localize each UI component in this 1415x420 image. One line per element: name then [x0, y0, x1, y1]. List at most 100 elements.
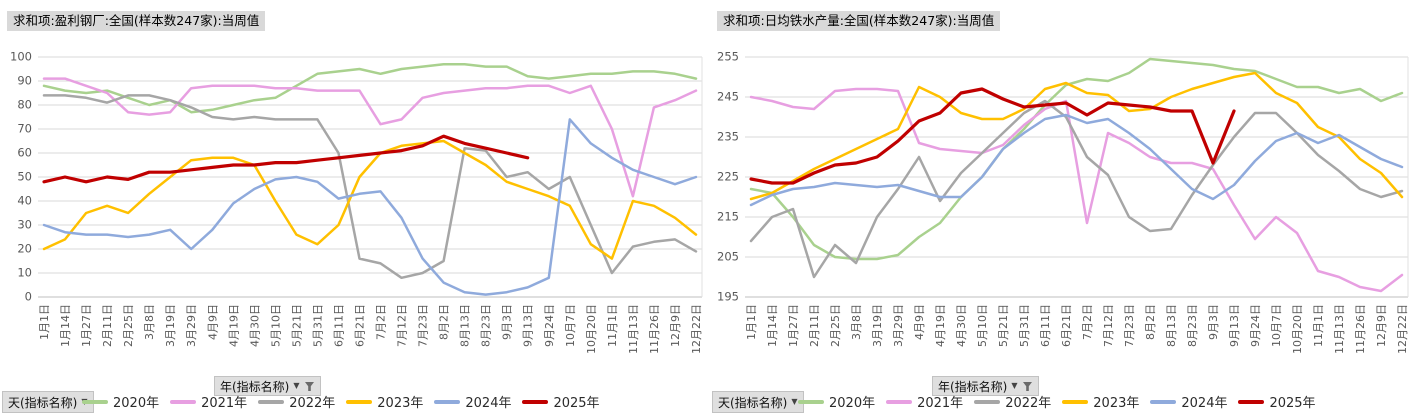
- x-axis-label: 9月13日: [1228, 304, 1241, 347]
- x-axis-label: 1月27日: [80, 304, 93, 347]
- y-axis-label: 235: [717, 130, 739, 144]
- x-axis-label: 9月13日: [522, 304, 535, 347]
- chevron-down-icon: ▼: [791, 397, 798, 406]
- x-axis-label: 9月24日: [543, 304, 556, 347]
- x-axis-label: 7月2日: [1081, 304, 1094, 340]
- x-axis-label: 6月11日: [333, 304, 346, 347]
- series-line-2024年[interactable]: [42, 118, 698, 296]
- legend-swatch: [434, 399, 461, 404]
- x-axis-label: 1月14日: [766, 304, 779, 347]
- legend-item-2022年[interactable]: 2022年: [974, 392, 1051, 411]
- legend-swatch: [974, 399, 1001, 404]
- y-axis-label: 0: [25, 290, 32, 304]
- day-field-label: 天(指标名称): [8, 395, 78, 410]
- legend-item-2023年[interactable]: 2023年: [1062, 392, 1139, 411]
- x-axis-label: 5月21日: [290, 304, 303, 347]
- x-axis-label: 1月1日: [745, 304, 758, 340]
- x-axis-label: 11月1日: [1312, 304, 1325, 347]
- x-axis-label: 4月30日: [248, 304, 261, 347]
- chevron-down-icon: ▼: [1011, 381, 1018, 390]
- x-axis-label: 4月30日: [955, 304, 968, 347]
- x-axis-label: 8月2日: [1144, 304, 1157, 340]
- y-axis-label: 60: [17, 146, 32, 160]
- x-axis-label: 2月25日: [829, 304, 842, 347]
- y-axis-label: 195: [717, 290, 739, 304]
- legend-item-2021年[interactable]: 2021年: [886, 392, 963, 411]
- legend-label: 2025年: [1269, 396, 1316, 411]
- x-axis-label: 3月29日: [185, 304, 198, 347]
- x-axis-label: 3月19日: [164, 304, 177, 347]
- series-line-2021年[interactable]: [749, 87, 1404, 293]
- x-axis-label: 7月23日: [1123, 304, 1136, 347]
- series-line-2025年[interactable]: [42, 134, 530, 184]
- legend-label: 2025年: [553, 396, 600, 411]
- x-axis-label: 3月19日: [871, 304, 884, 347]
- x-axis-label: 6月11日: [1039, 304, 1052, 347]
- series-line-2022年[interactable]: [42, 94, 698, 280]
- series-line-2020年[interactable]: [42, 62, 698, 114]
- legend-item-2020年[interactable]: 2020年: [82, 392, 159, 411]
- y-axis-label: 30: [17, 218, 32, 232]
- chart-title: 求和项:盈利钢厂:全国(样本数247家):当周值: [7, 11, 266, 31]
- legend-label: 2022年: [289, 396, 336, 411]
- legend-swatch: [170, 399, 197, 404]
- legend-label: 2023年: [1093, 396, 1140, 411]
- legend-item-2025年[interactable]: 2025年: [522, 392, 600, 411]
- legend-label: 2022年: [1005, 396, 1052, 411]
- legend-label: 2023年: [377, 396, 424, 411]
- legend-item-2023年[interactable]: 2023年: [346, 392, 423, 411]
- x-axis-label: 4月9日: [913, 304, 926, 340]
- y-axis-label: 20: [17, 242, 32, 256]
- year-field-button[interactable]: 年(指标名称) ▼: [932, 376, 1039, 396]
- x-axis-label: 7月12日: [396, 304, 409, 347]
- day-field-button[interactable]: 天(指标名称) ▼: [712, 391, 804, 413]
- series-line-2024年[interactable]: [749, 113, 1404, 207]
- legend-item-2020年[interactable]: 2020年: [798, 392, 875, 411]
- legend-swatch: [346, 399, 373, 404]
- series-line-2021年[interactable]: [42, 77, 698, 198]
- legend-item-2024年[interactable]: 2024年: [1150, 392, 1227, 411]
- legend-label: 2024年: [1181, 396, 1228, 411]
- filter-funnel-icon: [1022, 381, 1032, 391]
- x-axis-label: 2月25日: [122, 304, 135, 347]
- x-axis-label: 7月12日: [1102, 304, 1115, 347]
- year-field-button[interactable]: 年(指标名称) ▼: [214, 376, 321, 396]
- y-axis-label: 80: [17, 98, 32, 112]
- x-axis-label: 11月26日: [648, 304, 661, 354]
- y-axis-label: 245: [717, 90, 739, 104]
- legend-item-2021年[interactable]: 2021年: [170, 392, 247, 411]
- x-axis-label: 5月21日: [997, 304, 1010, 347]
- x-axis-label: 6月21日: [354, 304, 367, 347]
- legend: 2020年 2021年 2022年 2023年 2024年 2025年: [798, 392, 1327, 411]
- y-axis-label: 100: [10, 50, 32, 64]
- x-axis-label: 8月23日: [1186, 304, 1199, 347]
- legend-label: 2020年: [113, 396, 160, 411]
- legend-item-2022年[interactable]: 2022年: [258, 392, 335, 411]
- legend-swatch: [82, 399, 108, 404]
- x-axis-label: 9月3日: [501, 304, 514, 340]
- x-axis-label: 5月31日: [311, 304, 324, 347]
- x-axis-label: 1月27日: [787, 304, 800, 347]
- y-axis-label: 40: [17, 194, 32, 208]
- legend-swatch: [258, 399, 285, 404]
- series-line-2022年[interactable]: [749, 99, 1404, 279]
- legend-swatch: [1238, 399, 1265, 404]
- x-axis-label: 2月11日: [808, 304, 821, 347]
- x-axis-label: 12月9日: [1375, 304, 1388, 347]
- x-axis-label: 1月14日: [59, 304, 72, 347]
- x-axis-label: 3月29日: [892, 304, 905, 347]
- legend-label: 2024年: [465, 396, 512, 411]
- x-axis-label: 2月11日: [101, 304, 114, 347]
- series-line-2023年[interactable]: [749, 71, 1404, 201]
- series-line-2023年[interactable]: [42, 139, 698, 260]
- series-line-2020年[interactable]: [749, 57, 1404, 261]
- legend-item-2024年[interactable]: 2024年: [434, 392, 511, 411]
- y-axis-label: 205: [717, 250, 739, 264]
- series-line-2025年[interactable]: [749, 87, 1236, 185]
- legend: 2020年 2021年 2022年 2023年 2024年 2025年: [82, 392, 611, 411]
- x-axis-label: 10月20日: [585, 304, 598, 354]
- legend-label: 2021年: [917, 396, 964, 411]
- legend-item-2025年[interactable]: 2025年: [1238, 392, 1316, 411]
- chart-title: 求和项:日均铁水产量:全国(样本数247家):当周值: [717, 11, 1001, 31]
- day-field-button[interactable]: 天(指标名称) ▼: [2, 391, 94, 413]
